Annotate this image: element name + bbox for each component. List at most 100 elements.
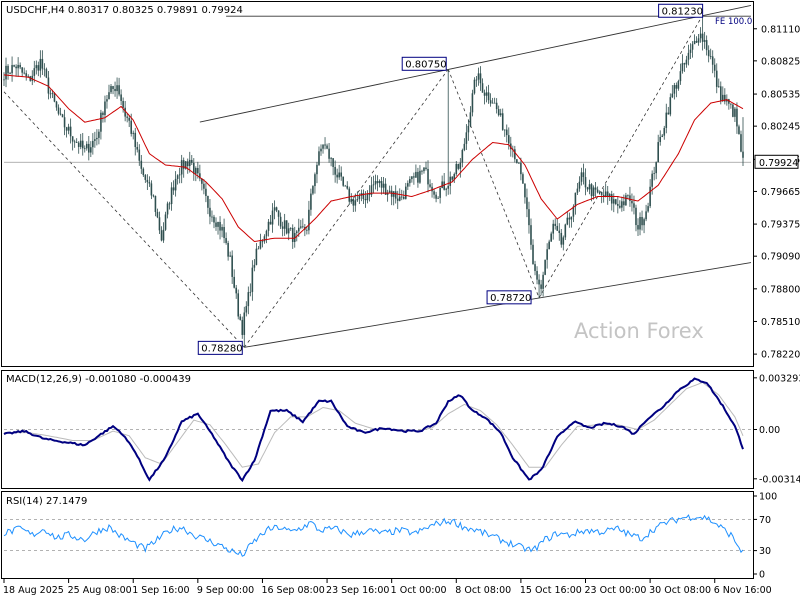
candle-body — [108, 92, 110, 100]
candle-body — [730, 103, 732, 105]
candle — [405, 182, 407, 200]
candle — [120, 89, 122, 106]
candle-body — [338, 172, 340, 178]
candle-body — [7, 65, 9, 74]
candle-body — [146, 179, 149, 183]
candle-body — [306, 229, 308, 231]
candle-body — [457, 163, 460, 169]
candle — [661, 133, 664, 138]
candle-body — [574, 192, 577, 207]
candle — [623, 194, 625, 212]
candle-body — [578, 181, 581, 189]
candle-body — [265, 230, 268, 237]
candle — [580, 167, 583, 186]
candle — [703, 31, 706, 49]
candle-body — [160, 230, 163, 241]
candle-body — [510, 143, 512, 150]
candle-body — [73, 141, 76, 143]
price-y-tick-label: 0.80825 — [761, 56, 800, 67]
candle — [717, 78, 720, 88]
price-y-tick-label: 0.79375 — [761, 220, 800, 231]
price-y-tick-label: 0.78220 — [761, 350, 800, 361]
candle — [209, 198, 211, 225]
candle-body — [536, 270, 538, 280]
candle-body — [423, 167, 425, 172]
candle-body — [655, 162, 657, 174]
candle — [522, 172, 524, 184]
candle-body — [681, 63, 684, 72]
candle-body — [336, 174, 338, 178]
candle-body — [421, 170, 423, 172]
candle-body — [459, 162, 462, 169]
candle — [306, 226, 308, 235]
candle-body — [277, 210, 280, 217]
candle-body — [17, 64, 19, 69]
candle — [671, 85, 674, 99]
candle — [59, 107, 62, 116]
candle-body — [695, 40, 698, 43]
candle-body — [253, 264, 256, 268]
candle — [192, 158, 195, 181]
candle-body — [623, 201, 625, 206]
candle-body — [405, 186, 407, 199]
candle-body — [271, 210, 274, 225]
candle-body — [63, 117, 66, 128]
candle — [461, 148, 464, 168]
candle — [275, 206, 278, 213]
candle — [326, 143, 328, 150]
price-annotation: 0.78720 — [486, 290, 532, 305]
candle — [114, 81, 116, 97]
candle — [223, 218, 225, 244]
candle-body — [518, 162, 520, 164]
candle-body — [382, 183, 385, 188]
candle-body — [92, 140, 94, 148]
candle — [302, 218, 304, 229]
candle-body — [184, 161, 187, 169]
candle-body — [726, 99, 728, 102]
candle — [372, 175, 375, 194]
candle-body — [71, 136, 74, 142]
price-y-tick-label: 0.80245 — [761, 122, 800, 133]
candle-body — [120, 94, 122, 101]
candle-body — [174, 178, 177, 191]
candle-body — [742, 151, 744, 158]
candle — [21, 67, 23, 77]
candle — [425, 161, 427, 171]
candle-body — [186, 161, 189, 167]
price-annotation: 0.78280 — [197, 340, 243, 355]
candle — [178, 167, 181, 184]
candle — [229, 251, 231, 258]
candle-body — [677, 81, 680, 89]
candle — [411, 176, 413, 183]
candle-body — [544, 259, 546, 275]
candle-body — [411, 176, 413, 180]
candle — [233, 269, 235, 289]
candle — [374, 174, 377, 190]
candle — [180, 154, 183, 184]
candle — [677, 79, 680, 91]
candle-body — [534, 264, 536, 271]
candle — [203, 179, 205, 195]
candle — [7, 64, 9, 80]
candle-body — [300, 226, 302, 228]
candle-body — [461, 150, 464, 163]
candle-body — [425, 167, 427, 169]
candle — [485, 86, 488, 103]
candle-body — [673, 85, 676, 94]
candle-body — [283, 220, 286, 229]
candle-body — [641, 216, 643, 226]
candle-body — [229, 255, 231, 257]
candle — [736, 102, 738, 134]
candle-body — [358, 195, 361, 200]
candle-body — [55, 101, 58, 108]
candle-body — [249, 291, 252, 293]
candle-body — [441, 181, 443, 188]
candle — [491, 97, 494, 104]
candle-body — [562, 237, 565, 245]
candle — [243, 306, 246, 348]
candle-body — [314, 174, 316, 187]
x-tick-label: 16 Sep 08:00 — [261, 585, 324, 596]
candle — [679, 63, 682, 85]
candle — [445, 187, 447, 197]
candle-body — [606, 191, 609, 197]
